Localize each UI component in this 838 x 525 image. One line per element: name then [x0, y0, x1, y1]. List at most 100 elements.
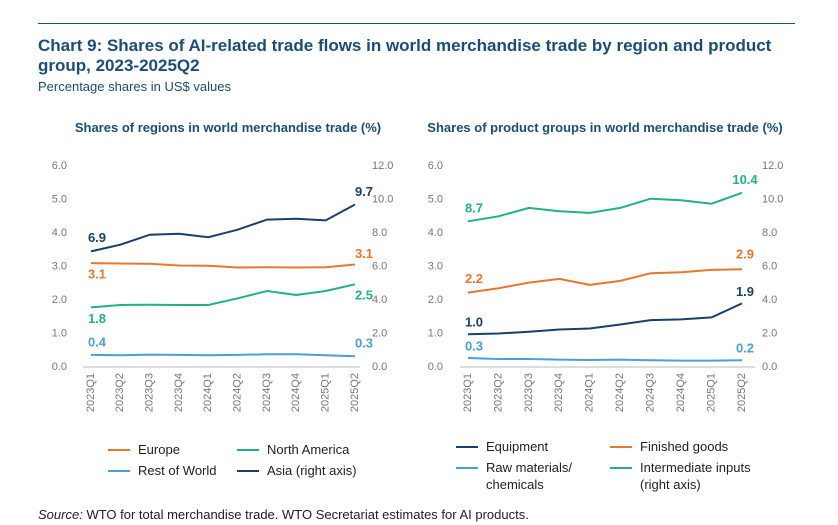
- legend-item: Asia (right axis): [237, 462, 387, 479]
- x-tick-label: 2023Q1: [85, 373, 97, 412]
- data-label: 10.4: [732, 172, 758, 187]
- series-line: [90, 203, 356, 253]
- legend-item: Finished goods: [610, 438, 760, 455]
- y-tick-label: 5.0: [52, 193, 67, 205]
- y-tick-label: 4.0: [428, 227, 443, 239]
- legend-label: North America: [267, 442, 350, 457]
- source-text: WTO for total merchandise trade. WTO Sec…: [86, 507, 529, 522]
- source-label: Source:: [38, 507, 83, 522]
- page-title: Chart 9: Shares of AI-related trade flow…: [38, 36, 772, 75]
- data-label: 1.8: [88, 311, 106, 326]
- legend: Equipment Finished goods Raw materials/ ch…: [456, 438, 760, 493]
- y-tick-label: 3.0: [428, 260, 443, 272]
- legend-swatch: [108, 470, 130, 472]
- y-tick-label: 1.0: [52, 327, 67, 339]
- x-tick-label: 2025Q1: [320, 373, 332, 412]
- data-label: 2.2: [465, 271, 483, 286]
- legend-item: Raw materials/ chemicals: [456, 459, 610, 493]
- x-tick-label: 2023Q4: [553, 373, 565, 412]
- x-tick-label: 2025Q1: [705, 373, 717, 412]
- legend-swatch: [237, 470, 259, 472]
- series-line: [467, 191, 743, 223]
- legend-swatch: [610, 467, 632, 469]
- x-tick-label: 2024Q4: [675, 373, 687, 412]
- y-tick-label: 5.0: [428, 193, 443, 205]
- y-tick-label: 6.0: [52, 160, 67, 172]
- y2-tick-label: 2.0: [372, 327, 387, 339]
- series-line: [467, 357, 743, 362]
- x-tick-label: 2024Q1: [202, 373, 214, 412]
- header-rule: [38, 23, 795, 24]
- y2-tick-label: 10.0: [372, 193, 393, 205]
- data-label: 9.7: [355, 184, 373, 199]
- x-tick-label: 2023Q1: [462, 373, 474, 412]
- data-label: 2.5: [355, 288, 373, 303]
- y-tick-label: 0.0: [52, 361, 67, 373]
- y-tick-label: 2.0: [428, 294, 443, 306]
- y-tick-label: 1.0: [428, 327, 443, 339]
- legend-item: Intermediate inputs (right axis): [610, 459, 760, 493]
- x-tick-label: 2023Q2: [492, 373, 504, 412]
- x-tick-label: 2023Q3: [523, 373, 535, 412]
- x-tick-label: 2025Q2: [736, 373, 748, 412]
- y-tick-label: 6.0: [428, 160, 443, 172]
- y2-tick-label: 2.0: [762, 327, 777, 339]
- legend-swatch: [456, 446, 478, 448]
- y2-tick-label: 6.0: [372, 260, 387, 272]
- y2-tick-label: 4.0: [762, 294, 777, 306]
- legend-item: Equipment: [456, 438, 610, 455]
- x-tick-label: 2024Q1: [584, 373, 596, 412]
- y2-tick-label: 8.0: [372, 227, 387, 239]
- series-line: [90, 353, 356, 358]
- data-label: 0.3: [355, 336, 373, 351]
- legend-label: Finished goods: [640, 439, 729, 454]
- page-subtitle: Percentage shares in US$ values: [38, 79, 231, 94]
- x-tick-label: 2024Q3: [645, 373, 657, 412]
- data-label: 0.3: [465, 338, 483, 353]
- series-line: [467, 302, 743, 336]
- y-tick-label: 4.0: [52, 227, 67, 239]
- data-label: 0.2: [736, 341, 754, 356]
- x-tick-label: 2024Q3: [261, 373, 273, 412]
- y2-tick-label: 12.0: [762, 160, 783, 172]
- y-tick-label: 0.0: [428, 361, 443, 373]
- x-tick-label: 2023Q4: [173, 373, 185, 412]
- legend-label: Raw materials/ chemicals: [486, 460, 572, 492]
- legend-label: Equipment: [486, 439, 549, 454]
- x-tick-label: 2025Q2: [349, 373, 361, 412]
- y2-tick-label: 10.0: [762, 193, 783, 205]
- data-label: 3.1: [88, 267, 106, 282]
- legend-swatch: [610, 446, 632, 448]
- y2-tick-label: 6.0: [762, 260, 777, 272]
- data-label: 2.9: [736, 247, 754, 262]
- data-label: 3.1: [355, 246, 373, 261]
- data-label: 8.7: [465, 201, 483, 216]
- data-label: 1.0: [465, 315, 483, 330]
- legend-label: Intermediate inputs (right axis): [640, 460, 751, 492]
- data-label: 6.9: [88, 230, 106, 245]
- data-label: 1.9: [736, 284, 754, 299]
- data-label: 0.4: [88, 334, 107, 349]
- y2-tick-label: 4.0: [372, 294, 387, 306]
- y2-tick-label: 8.0: [762, 227, 777, 239]
- series-line: [90, 262, 356, 269]
- legend-swatch: [237, 449, 259, 451]
- x-tick-label: 2023Q3: [144, 373, 156, 412]
- y-tick-label: 3.0: [52, 260, 67, 272]
- x-tick-label: 2024Q2: [232, 373, 244, 412]
- series-line: [467, 268, 743, 294]
- x-tick-label: 2023Q2: [114, 373, 126, 412]
- legend-label: Europe: [138, 442, 180, 457]
- legend-item: Rest of World: [108, 462, 237, 479]
- y2-tick-label: 0.0: [762, 361, 777, 373]
- legend-item: Europe: [108, 441, 237, 458]
- x-tick-label: 2024Q2: [614, 373, 626, 412]
- source: Source: WTO for total merchandise trade.…: [38, 507, 529, 522]
- x-tick-label: 2024Q4: [290, 373, 302, 412]
- legend-label: Asia (right axis): [267, 463, 357, 478]
- legend-swatch: [108, 449, 130, 451]
- legend: Europe North America Rest of World Asia (ri…: [108, 441, 387, 479]
- legend-item: North America: [237, 441, 387, 458]
